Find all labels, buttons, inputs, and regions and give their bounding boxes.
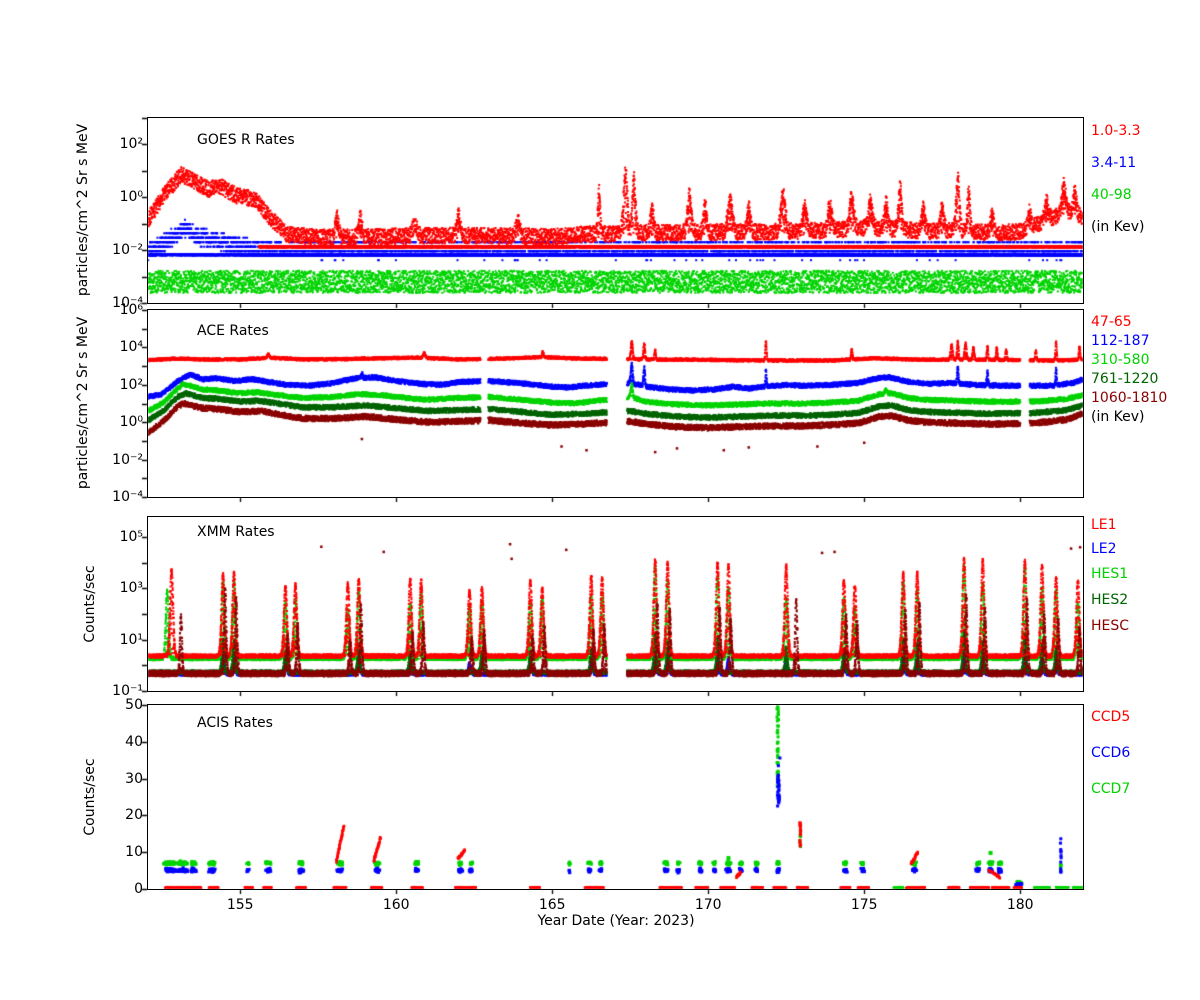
ytick-ace-6: 10⁶ [119,302,143,318]
legend-acis-2: CCD7 [1091,781,1131,797]
xtick-160: 160 [382,897,410,913]
panel-title-xmm: XMM Rates [197,524,275,540]
legend-xmm-2: HES1 [1091,566,1129,582]
legend-acis-1: CCD6 [1091,745,1131,761]
ytick-xmm--1: 10⁻¹ [112,683,143,699]
legend-xmm-1: LE2 [1091,541,1117,557]
ytick-goes-2: 10² [119,136,143,153]
ytick-goes--4: 10⁻⁴ [112,295,143,311]
legend-goes-0: 1.0-3.3 [1091,123,1141,139]
ytick-acis-50: 50 [125,697,143,713]
legend-ace-3: 761-1220 [1091,371,1159,387]
legend-ace-2: 310-580 [1091,352,1150,368]
xtick-180: 180 [1006,897,1034,913]
ytick-acis-10: 10 [125,844,143,861]
legend-acis-0: CCD5 [1091,709,1131,725]
legend-goes-1: 3.4-11 [1091,155,1137,171]
legend-goes-3: (in Kev) [1091,219,1145,235]
ytick-ace-0: 10⁰ [119,414,143,431]
panel-title-ace: ACE Rates [197,323,269,339]
xtick-175: 175 [850,897,878,913]
panel-title-acis: ACIS Rates [197,715,273,731]
ytick-xmm-1: 10¹ [119,631,143,648]
ytick-ace-2: 10² [119,376,143,393]
x-axis-label: Year Date (Year: 2023) [537,913,695,929]
ytick-goes-0: 10⁰ [119,189,143,206]
ytick-xmm-3: 10³ [119,580,143,597]
panel-title-goes: GOES R Rates [197,132,295,148]
legend-xmm-4: HESC [1091,618,1130,634]
ytick-ace--4: 10⁻⁴ [112,489,143,505]
ytick-acis-20: 20 [125,807,143,824]
ytick-goes--2: 10⁻² [112,242,143,259]
legend-ace-5: (in Kev) [1091,409,1145,425]
legend-xmm-3: HES2 [1091,592,1129,608]
ytick-acis-30: 30 [125,770,143,787]
legend-ace-0: 47-65 [1091,314,1132,330]
ytick-acis-40: 40 [125,733,143,750]
ytick-ace-4: 10⁴ [119,339,143,356]
xtick-170: 170 [694,897,722,913]
legend-xmm-0: LE1 [1091,517,1117,533]
xtick-155: 155 [226,897,254,913]
xtick-165: 165 [538,897,566,913]
ytick-ace--2: 10⁻² [112,451,143,468]
ytick-xmm-5: 10⁵ [119,529,143,546]
legend-ace-1: 112-187 [1091,333,1150,349]
legend-goes-2: 40-98 [1091,187,1132,203]
legend-ace-4: 1060-1810 [1091,390,1168,406]
ytick-acis-0: 0 [134,881,143,897]
